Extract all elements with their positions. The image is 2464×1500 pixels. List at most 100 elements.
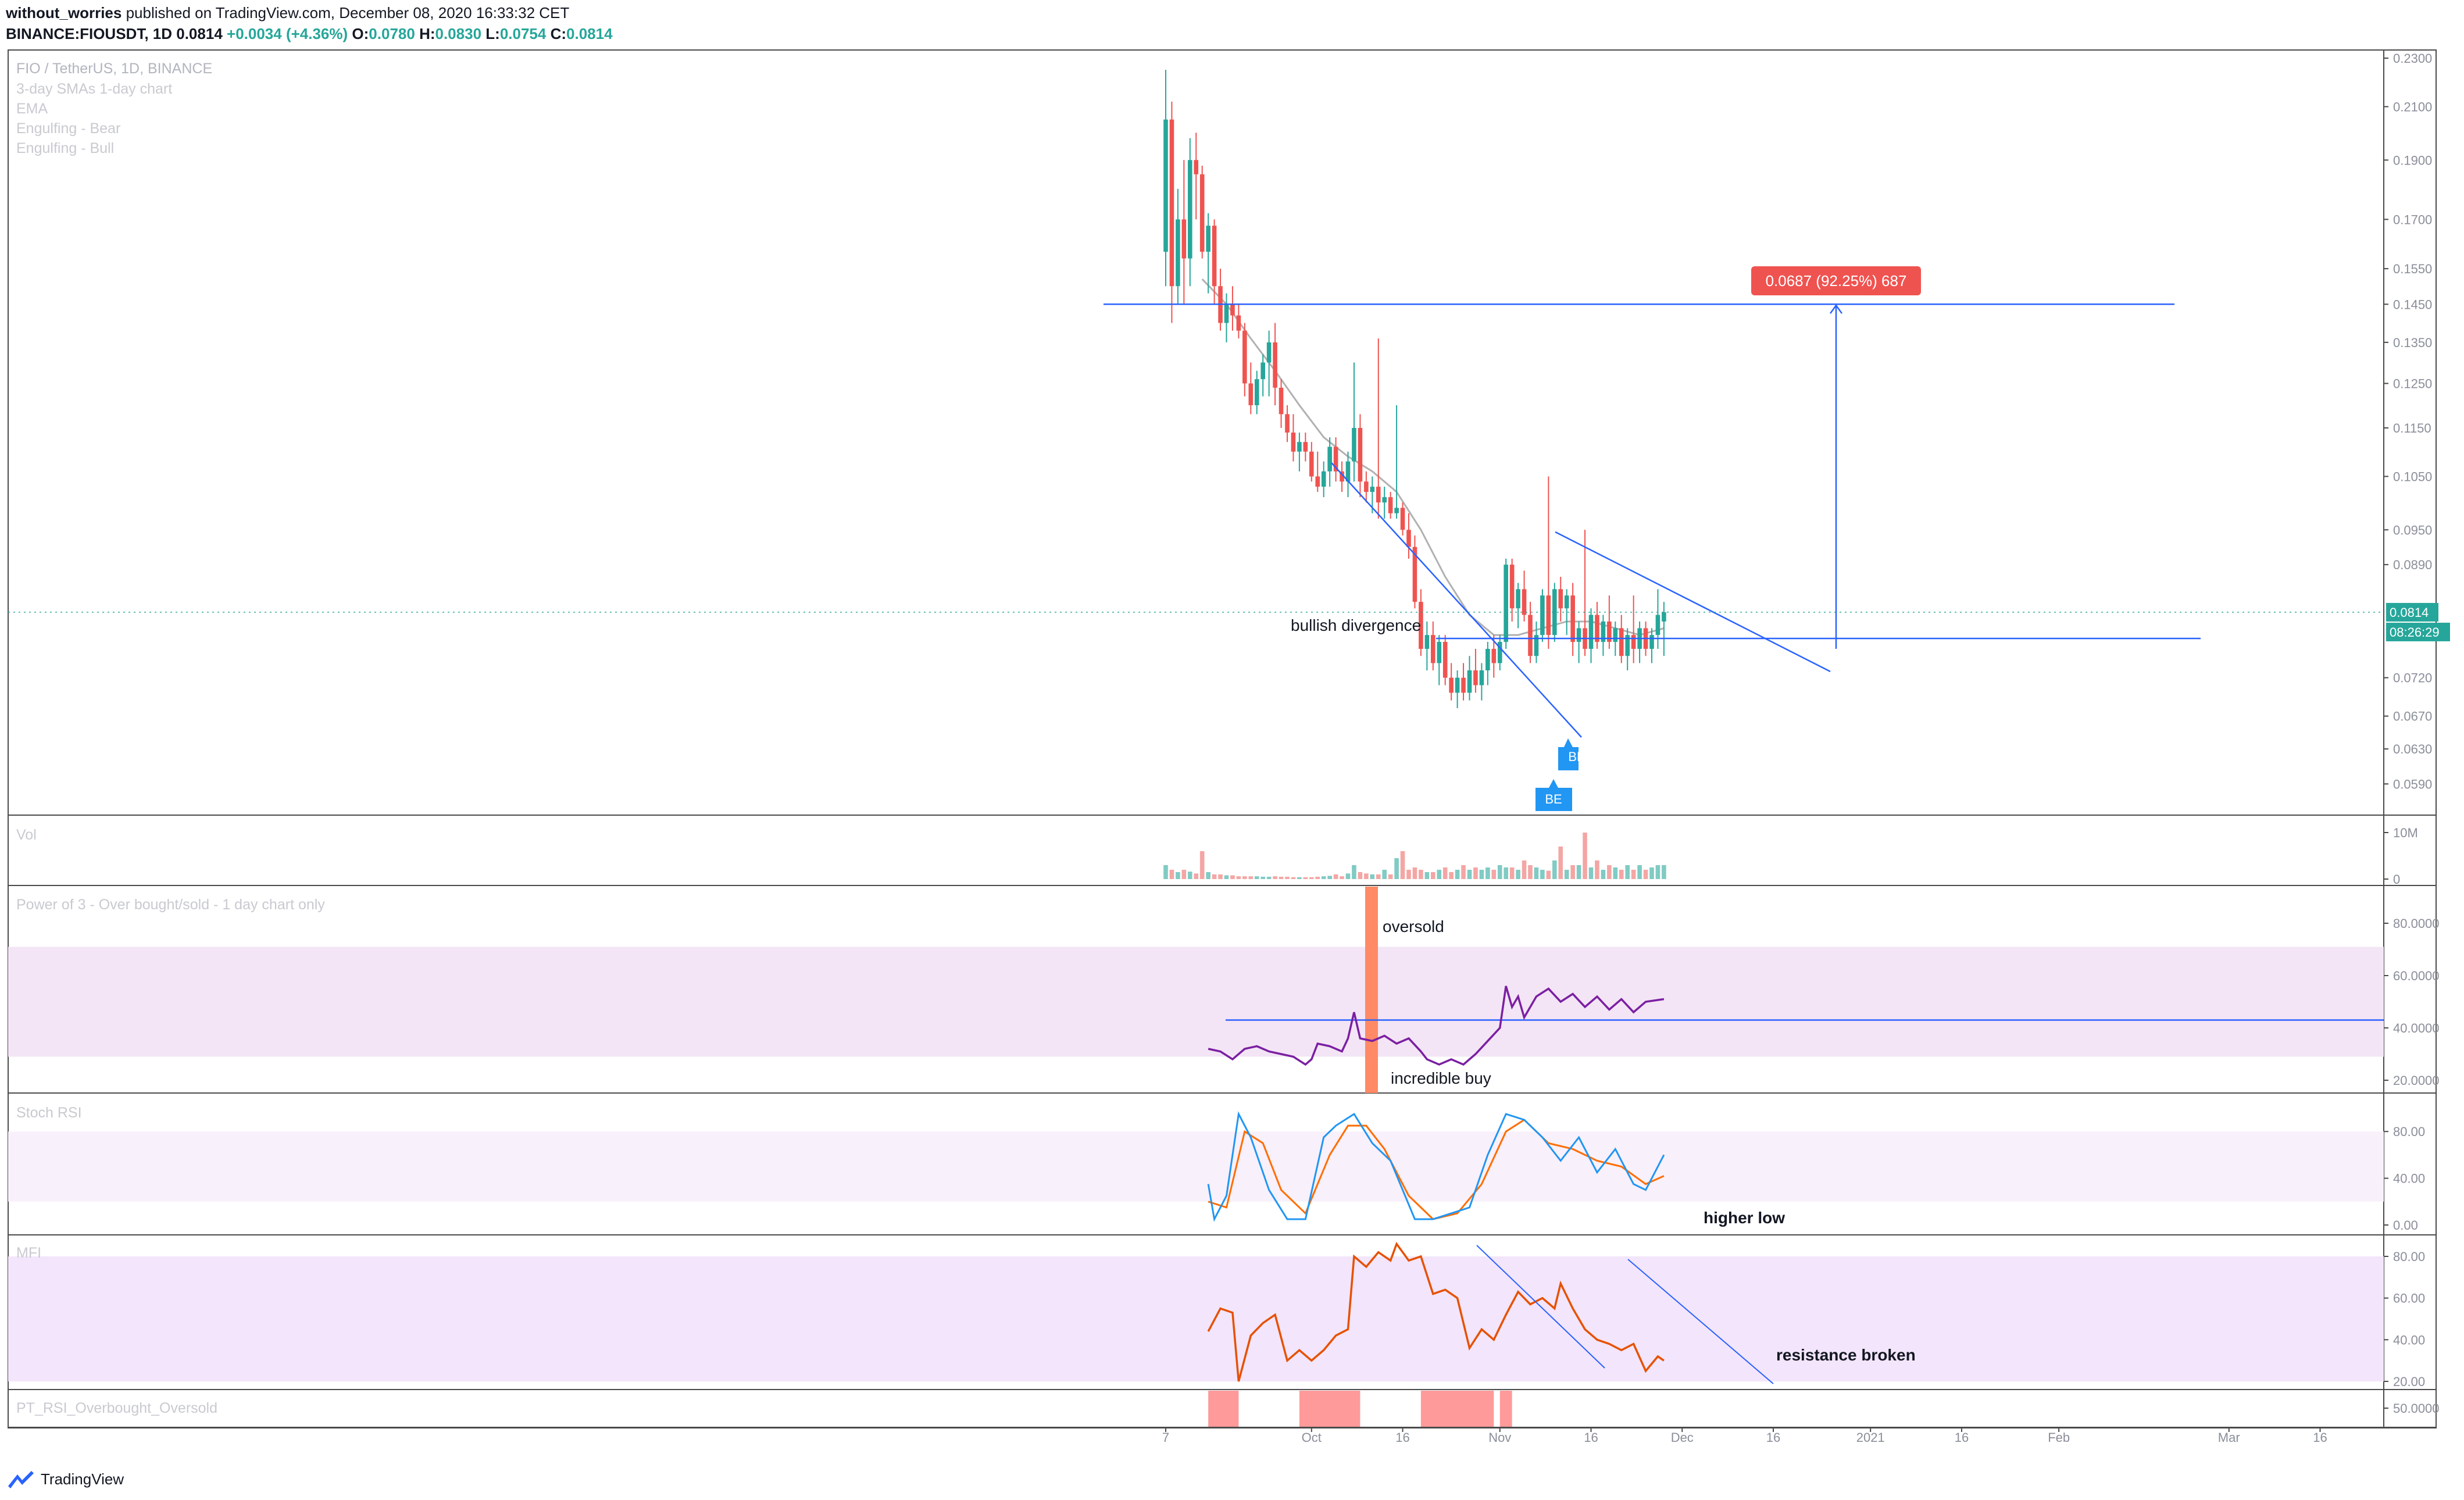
volume-bar <box>1424 872 1430 879</box>
stoch-d-line <box>1208 1119 1665 1220</box>
candle-body <box>1588 615 1594 649</box>
be-label-1: BE <box>1568 749 1585 764</box>
volume-bar <box>1412 867 1417 879</box>
brand-name[interactable]: TradingView <box>41 1470 124 1488</box>
stoch-k-line <box>1207 1111 1665 1222</box>
volume-bar <box>1248 876 1254 879</box>
candle-body <box>1662 612 1666 622</box>
power-pane-title: Power of 3 - Over bought/sold - 1 day ch… <box>16 897 325 913</box>
volume-bar <box>1345 873 1351 879</box>
bullish-divergence-label: bullish divergence <box>1291 616 1421 634</box>
measure-arrow-head <box>1829 304 1843 314</box>
open-value: 0.0780 <box>369 25 415 42</box>
falling-trendline <box>1331 462 1582 738</box>
candle-body <box>1388 497 1393 513</box>
volume-bar <box>1497 865 1502 879</box>
volume-bar <box>1370 874 1375 879</box>
author-name[interactable]: without_worries <box>6 4 122 22</box>
volume-bar <box>1534 867 1539 879</box>
volume-bar <box>1388 874 1393 879</box>
axes: 0.2300 0.2100 0.1900 0.1700 0.1550 0.1450 0.13… <box>1162 51 2440 1445</box>
price-change: +0.0034 (+4.36%) <box>227 25 348 42</box>
volume-bar <box>1564 870 1569 879</box>
candle-body <box>1613 628 1618 642</box>
annotation-labels: bullish divergence oversold incredible b… <box>1291 616 1916 1364</box>
candle-body <box>1309 451 1314 477</box>
volume-bar <box>1333 874 1338 879</box>
footer: TradingView <box>6 1469 124 1490</box>
resistance-broken-label: resistance broken <box>1776 1346 1916 1364</box>
volume-bar <box>1607 865 1612 879</box>
symbol-line: BINANCE:FIOUSDT, 1D 0.0814 +0.0034 (+4.3… <box>6 23 613 44</box>
volume-bar <box>1601 870 1606 879</box>
price-tick-label: 0.0950 <box>2393 523 2432 537</box>
last-price: 0.0814 <box>176 25 223 42</box>
candle-body <box>1376 487 1381 503</box>
power-tick-label: 60.0000 <box>2393 969 2440 983</box>
indicator-bands <box>8 947 2384 1381</box>
time-tick-label: 16 <box>1584 1430 1598 1445</box>
ema-line <box>1201 278 1665 636</box>
candle-body <box>1176 219 1180 287</box>
candle-body <box>1631 635 1636 649</box>
candle-body <box>1188 160 1192 259</box>
price-tick-label: 0.1550 <box>2393 262 2432 276</box>
candle-body <box>1534 635 1539 656</box>
last-price-tag <box>2386 603 2438 622</box>
volume-bar <box>1528 865 1533 879</box>
descending-resistance-line <box>1555 531 1831 673</box>
last-price-tag-text: 0.0814 <box>2390 605 2429 620</box>
power-tick-label: 40.0000 <box>2393 1021 2440 1035</box>
mfi-band <box>8 1256 2384 1381</box>
volume-bar <box>1643 870 1648 879</box>
candle-body <box>1504 565 1508 642</box>
chart-header: without_worries published on TradingView… <box>6 2 613 44</box>
time-tick-label: 16 <box>1395 1430 1409 1445</box>
volume-bar <box>1303 877 1308 879</box>
stoch-tick-label: 80.00 <box>2393 1124 2425 1139</box>
measure-label-box <box>1751 266 1921 295</box>
time-tick-label: Feb <box>2048 1430 2070 1445</box>
pt-highlight-bar <box>1208 1391 1239 1427</box>
volume-bar <box>1625 865 1630 879</box>
candle-body <box>1601 621 1606 642</box>
candle-body <box>1437 642 1442 663</box>
candle-body <box>1479 670 1484 685</box>
volume-bar <box>1297 877 1302 879</box>
time-tick-label: 2021 <box>1856 1430 1885 1445</box>
candle-body <box>1364 481 1369 492</box>
candle-body <box>1576 628 1581 642</box>
mfi-line <box>1207 1241 1665 1382</box>
candle-body <box>1564 595 1569 609</box>
pane-frames <box>8 49 2437 1428</box>
volume-bar <box>1279 877 1284 879</box>
candle-body <box>1540 595 1545 635</box>
price-tick-label: 0.0720 <box>2393 671 2432 685</box>
volume-bar <box>1206 872 1210 879</box>
price-tick-label: 0.0890 <box>2393 558 2432 572</box>
candle-body <box>1206 226 1210 252</box>
volume-bar <box>1662 865 1666 879</box>
candle-body <box>1431 635 1435 663</box>
volume-bar <box>1321 876 1326 879</box>
candle-body <box>1297 442 1302 452</box>
close-label: C: <box>550 25 567 42</box>
power3-band <box>8 947 2384 1057</box>
price-tick-label: 0.1350 <box>2393 335 2432 350</box>
candle-body <box>1649 635 1654 649</box>
candle-body <box>1419 602 1423 649</box>
volume-bar <box>1273 876 1277 879</box>
close-value: 0.0814 <box>566 25 613 42</box>
volume-bar <box>1442 867 1448 879</box>
volume-bar <box>1570 865 1575 879</box>
volume-bar <box>1406 870 1411 879</box>
price-tick-label: 0.1150 <box>2393 421 2431 435</box>
volume-bar <box>1649 867 1654 879</box>
power-tick-label: 20.0000 <box>2393 1073 2440 1088</box>
candle-body <box>1230 304 1235 316</box>
tradingview-logo-icon <box>8 1471 34 1488</box>
volume-bar <box>1655 865 1660 879</box>
volume-bar <box>1169 870 1174 879</box>
price-tick-label: 0.2300 <box>2393 51 2432 66</box>
